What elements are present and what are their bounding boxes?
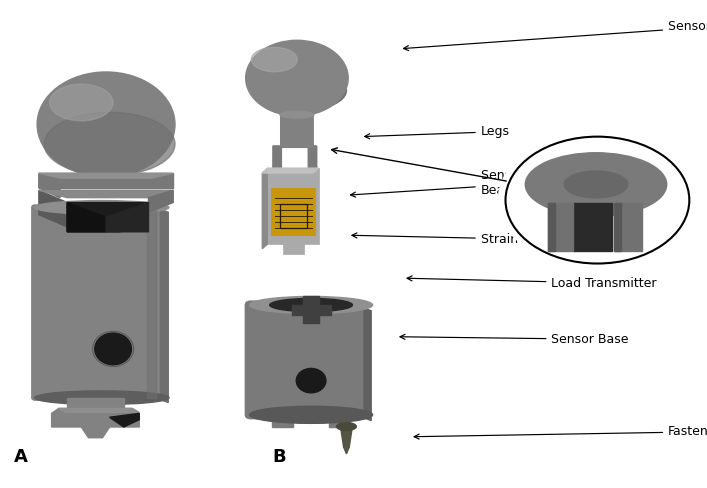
Polygon shape bbox=[262, 168, 268, 249]
Bar bbox=[303, 296, 319, 324]
Ellipse shape bbox=[95, 333, 132, 365]
Ellipse shape bbox=[35, 391, 169, 405]
Polygon shape bbox=[357, 305, 371, 421]
Ellipse shape bbox=[564, 171, 628, 198]
Bar bbox=[614, 203, 621, 251]
Bar bbox=[291, 305, 330, 315]
FancyBboxPatch shape bbox=[273, 146, 281, 230]
Ellipse shape bbox=[37, 72, 175, 177]
Polygon shape bbox=[67, 203, 106, 232]
Ellipse shape bbox=[296, 368, 326, 393]
Ellipse shape bbox=[337, 423, 356, 430]
Ellipse shape bbox=[280, 111, 314, 118]
Text: B: B bbox=[272, 448, 286, 466]
Text: Sensing Element/
Beam: Sensing Element/ Beam bbox=[351, 169, 590, 197]
Ellipse shape bbox=[252, 47, 298, 72]
Ellipse shape bbox=[255, 69, 346, 111]
Ellipse shape bbox=[270, 298, 352, 311]
Polygon shape bbox=[39, 190, 173, 198]
Text: Sensor Base: Sensor Base bbox=[400, 333, 629, 346]
Polygon shape bbox=[59, 408, 139, 412]
Polygon shape bbox=[39, 173, 60, 198]
FancyBboxPatch shape bbox=[281, 114, 313, 147]
Polygon shape bbox=[39, 190, 67, 227]
Polygon shape bbox=[262, 168, 319, 173]
Ellipse shape bbox=[525, 153, 667, 216]
Text: Load Transmitter: Load Transmitter bbox=[407, 276, 657, 289]
Polygon shape bbox=[67, 203, 148, 232]
Polygon shape bbox=[148, 190, 173, 212]
Bar bbox=[548, 203, 573, 251]
Circle shape bbox=[498, 132, 696, 268]
Ellipse shape bbox=[49, 84, 113, 121]
Ellipse shape bbox=[250, 406, 373, 423]
FancyBboxPatch shape bbox=[308, 146, 317, 230]
Ellipse shape bbox=[35, 201, 169, 214]
Bar bbox=[268, 168, 319, 244]
Text: Fastener: Fastener bbox=[414, 426, 707, 439]
Polygon shape bbox=[106, 203, 148, 232]
Text: A: A bbox=[14, 448, 28, 466]
Ellipse shape bbox=[246, 40, 348, 116]
Polygon shape bbox=[39, 173, 173, 188]
Bar bbox=[548, 203, 555, 251]
Polygon shape bbox=[81, 427, 110, 438]
FancyBboxPatch shape bbox=[32, 205, 159, 400]
Polygon shape bbox=[52, 408, 139, 427]
Text: Legs: Legs bbox=[365, 125, 510, 139]
Polygon shape bbox=[67, 398, 124, 408]
Bar bbox=[614, 203, 642, 251]
Bar bbox=[280, 204, 307, 228]
Polygon shape bbox=[344, 447, 349, 454]
Bar bbox=[573, 203, 612, 251]
Ellipse shape bbox=[45, 112, 175, 176]
Bar bbox=[329, 413, 350, 427]
Polygon shape bbox=[110, 413, 139, 427]
Text: Strain Gauge: Strain Gauge bbox=[352, 233, 563, 245]
Text: Sensor Head: Sensor Head bbox=[404, 20, 707, 51]
FancyBboxPatch shape bbox=[245, 301, 363, 419]
Polygon shape bbox=[39, 173, 173, 178]
Polygon shape bbox=[147, 207, 156, 398]
Ellipse shape bbox=[250, 296, 373, 313]
Polygon shape bbox=[156, 207, 168, 403]
Bar bbox=[272, 413, 293, 427]
Bar bbox=[283, 243, 304, 255]
Polygon shape bbox=[341, 428, 352, 447]
Bar bbox=[271, 188, 315, 235]
